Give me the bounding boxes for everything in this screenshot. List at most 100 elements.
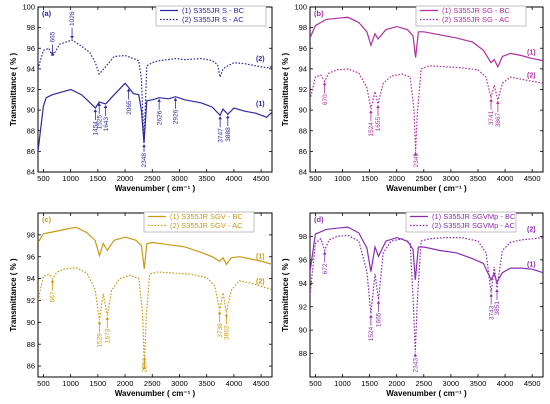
peak-annotation: 1655 — [375, 104, 382, 131]
panel-a: 500 1000 1500 2000 2500 3000 3500 4000 4500 84 86 8… — [9, 3, 273, 193]
peak-arrowhead — [495, 288, 499, 292]
peak-annotation: 665 — [49, 31, 56, 56]
peak-label: 1026 — [69, 11, 76, 26]
peak-label: 2065 — [126, 100, 133, 115]
y-tick-label: 98 — [299, 232, 307, 241]
panel-b: 500 1000 1500 2000 2500 3000 3500 4000 4500 84 86 8… — [281, 3, 544, 193]
peak-label: 1524 — [368, 326, 375, 341]
x-tick-label: 3000 — [443, 379, 460, 388]
x-tick-label: 3500 — [198, 379, 215, 388]
peak-label: 2626 — [156, 110, 163, 125]
peak-annotation: 2343 — [412, 353, 419, 372]
peak-annotation: 3747 — [217, 116, 224, 143]
peak-label: 3738 — [217, 323, 224, 338]
y-tick-label: 90 — [299, 106, 307, 115]
peak-annotation: 1665 — [376, 300, 383, 327]
peak-annotation: 667 — [50, 279, 57, 302]
peak-arrowhead — [97, 321, 102, 325]
curve-label-1: (1) — [256, 253, 265, 260]
y-tick-label: 98 — [27, 23, 35, 32]
peak-label: 670 — [322, 94, 329, 105]
peak-arrowhead — [369, 314, 373, 318]
y-tick-label: 86 — [27, 362, 35, 371]
x-tick-label: 2000 — [388, 379, 405, 388]
x-tick-label: 2500 — [144, 379, 161, 388]
peak-arrowhead — [224, 313, 229, 317]
y-axis-label: Transmittance ( % ) — [281, 258, 290, 332]
y-tick-label: 94 — [299, 64, 307, 73]
legend-box — [405, 211, 517, 233]
legend-entry: (2) S355JR SG - AC — [442, 15, 510, 24]
x-tick-label: 4500 — [524, 174, 541, 183]
peak-annotation: 2349 — [413, 152, 420, 167]
x-tick-label: 4000 — [497, 174, 514, 183]
peak-label: 1665 — [376, 312, 383, 327]
x-tick-label: 4000 — [497, 379, 514, 388]
x-tick-label: 3000 — [171, 379, 188, 388]
peak-label: 2354 — [142, 358, 149, 373]
legend-entry: (1) S355JR SG - BC — [442, 6, 511, 15]
y-tick-label: 96 — [27, 44, 35, 53]
x-tick-label: 500 — [309, 174, 322, 183]
peak-arrowhead — [126, 88, 131, 92]
peak-arrowhead — [376, 104, 380, 108]
y-tick-label: 90 — [299, 326, 307, 335]
x-tick-label: 500 — [309, 379, 322, 388]
peak-arrowhead — [97, 102, 102, 106]
legend: (1) S355JR SG - BC(2) S355JR SG - AC — [415, 5, 527, 27]
peak-arrowhead — [103, 104, 108, 108]
peak-annotation: 2626 — [156, 98, 163, 125]
peak-label: 2926 — [173, 109, 180, 124]
y-tick-label: 90 — [27, 318, 35, 327]
x-tick-label: 3000 — [171, 174, 188, 183]
peak-arrowhead — [496, 100, 500, 104]
peak-annotation: 2348 — [141, 144, 148, 167]
legend-box — [415, 5, 527, 27]
x-axis-label: Wavenumber ( cm⁻¹ ) — [115, 184, 196, 193]
peak-arrowhead — [322, 251, 327, 255]
x-tick-label: 3500 — [198, 174, 215, 183]
legend-entry: (1) S355JR S - BC — [182, 6, 245, 15]
series-line-1 — [310, 16, 543, 69]
x-tick-label: 2000 — [388, 174, 405, 183]
peak-arrowhead — [226, 115, 230, 119]
peak-annotation: 1525 — [96, 102, 103, 129]
x-tick-label: 1500 — [90, 174, 107, 183]
series-line-2 — [310, 65, 543, 152]
peak-arrowhead — [489, 293, 493, 297]
y-tick-label: 84 — [299, 168, 307, 177]
peak-label: 3743 — [488, 305, 495, 320]
y-tick-label: 98 — [299, 23, 307, 32]
y-axis-label: Transmittance ( % ) — [281, 52, 290, 126]
legend: (1) S355JR SGV - BC(2) S355JR SGV - AC — [143, 211, 255, 233]
peak-annotation: 3743 — [488, 293, 495, 320]
curve-label-2: (2) — [256, 279, 265, 286]
peak-annotation: 3862 — [224, 313, 231, 340]
peak-arrowhead — [369, 110, 373, 114]
peak-annotation: 1026 — [69, 11, 76, 39]
legend-entry: (2) S355JR SGV - AC — [170, 221, 243, 230]
x-tick-label: 2000 — [117, 174, 134, 183]
series-line-2 — [38, 267, 272, 366]
peak-label: 3741 — [488, 110, 495, 125]
plot-frame — [37, 6, 273, 173]
y-tick-label: 96 — [299, 255, 307, 264]
y-axis-label: Transmittance ( % ) — [9, 52, 18, 126]
peak-label: 3867 — [495, 112, 502, 127]
legend-entry: (2) S355JR SGVMp - AC — [432, 221, 516, 230]
peak-label: 2343 — [412, 358, 419, 373]
peak-arrowhead — [105, 316, 110, 320]
peak-label: 1643 — [103, 117, 110, 132]
peak-arrowhead — [413, 353, 418, 357]
x-axis-label: Wavenumber ( cm⁻¹ ) — [386, 184, 467, 193]
plot-frame — [37, 212, 273, 378]
peak-arrowhead — [157, 98, 161, 102]
peak-label: 1524 — [368, 122, 375, 137]
peak-label: 1525 — [96, 114, 103, 129]
peak-label: 3888 — [225, 127, 232, 142]
y-tick-label: 88 — [27, 126, 35, 135]
curve-label-2: (2) — [527, 227, 536, 234]
x-axis-label: Wavenumber ( cm⁻¹ ) — [386, 389, 467, 398]
peak-annotation: 1454 — [93, 109, 100, 136]
